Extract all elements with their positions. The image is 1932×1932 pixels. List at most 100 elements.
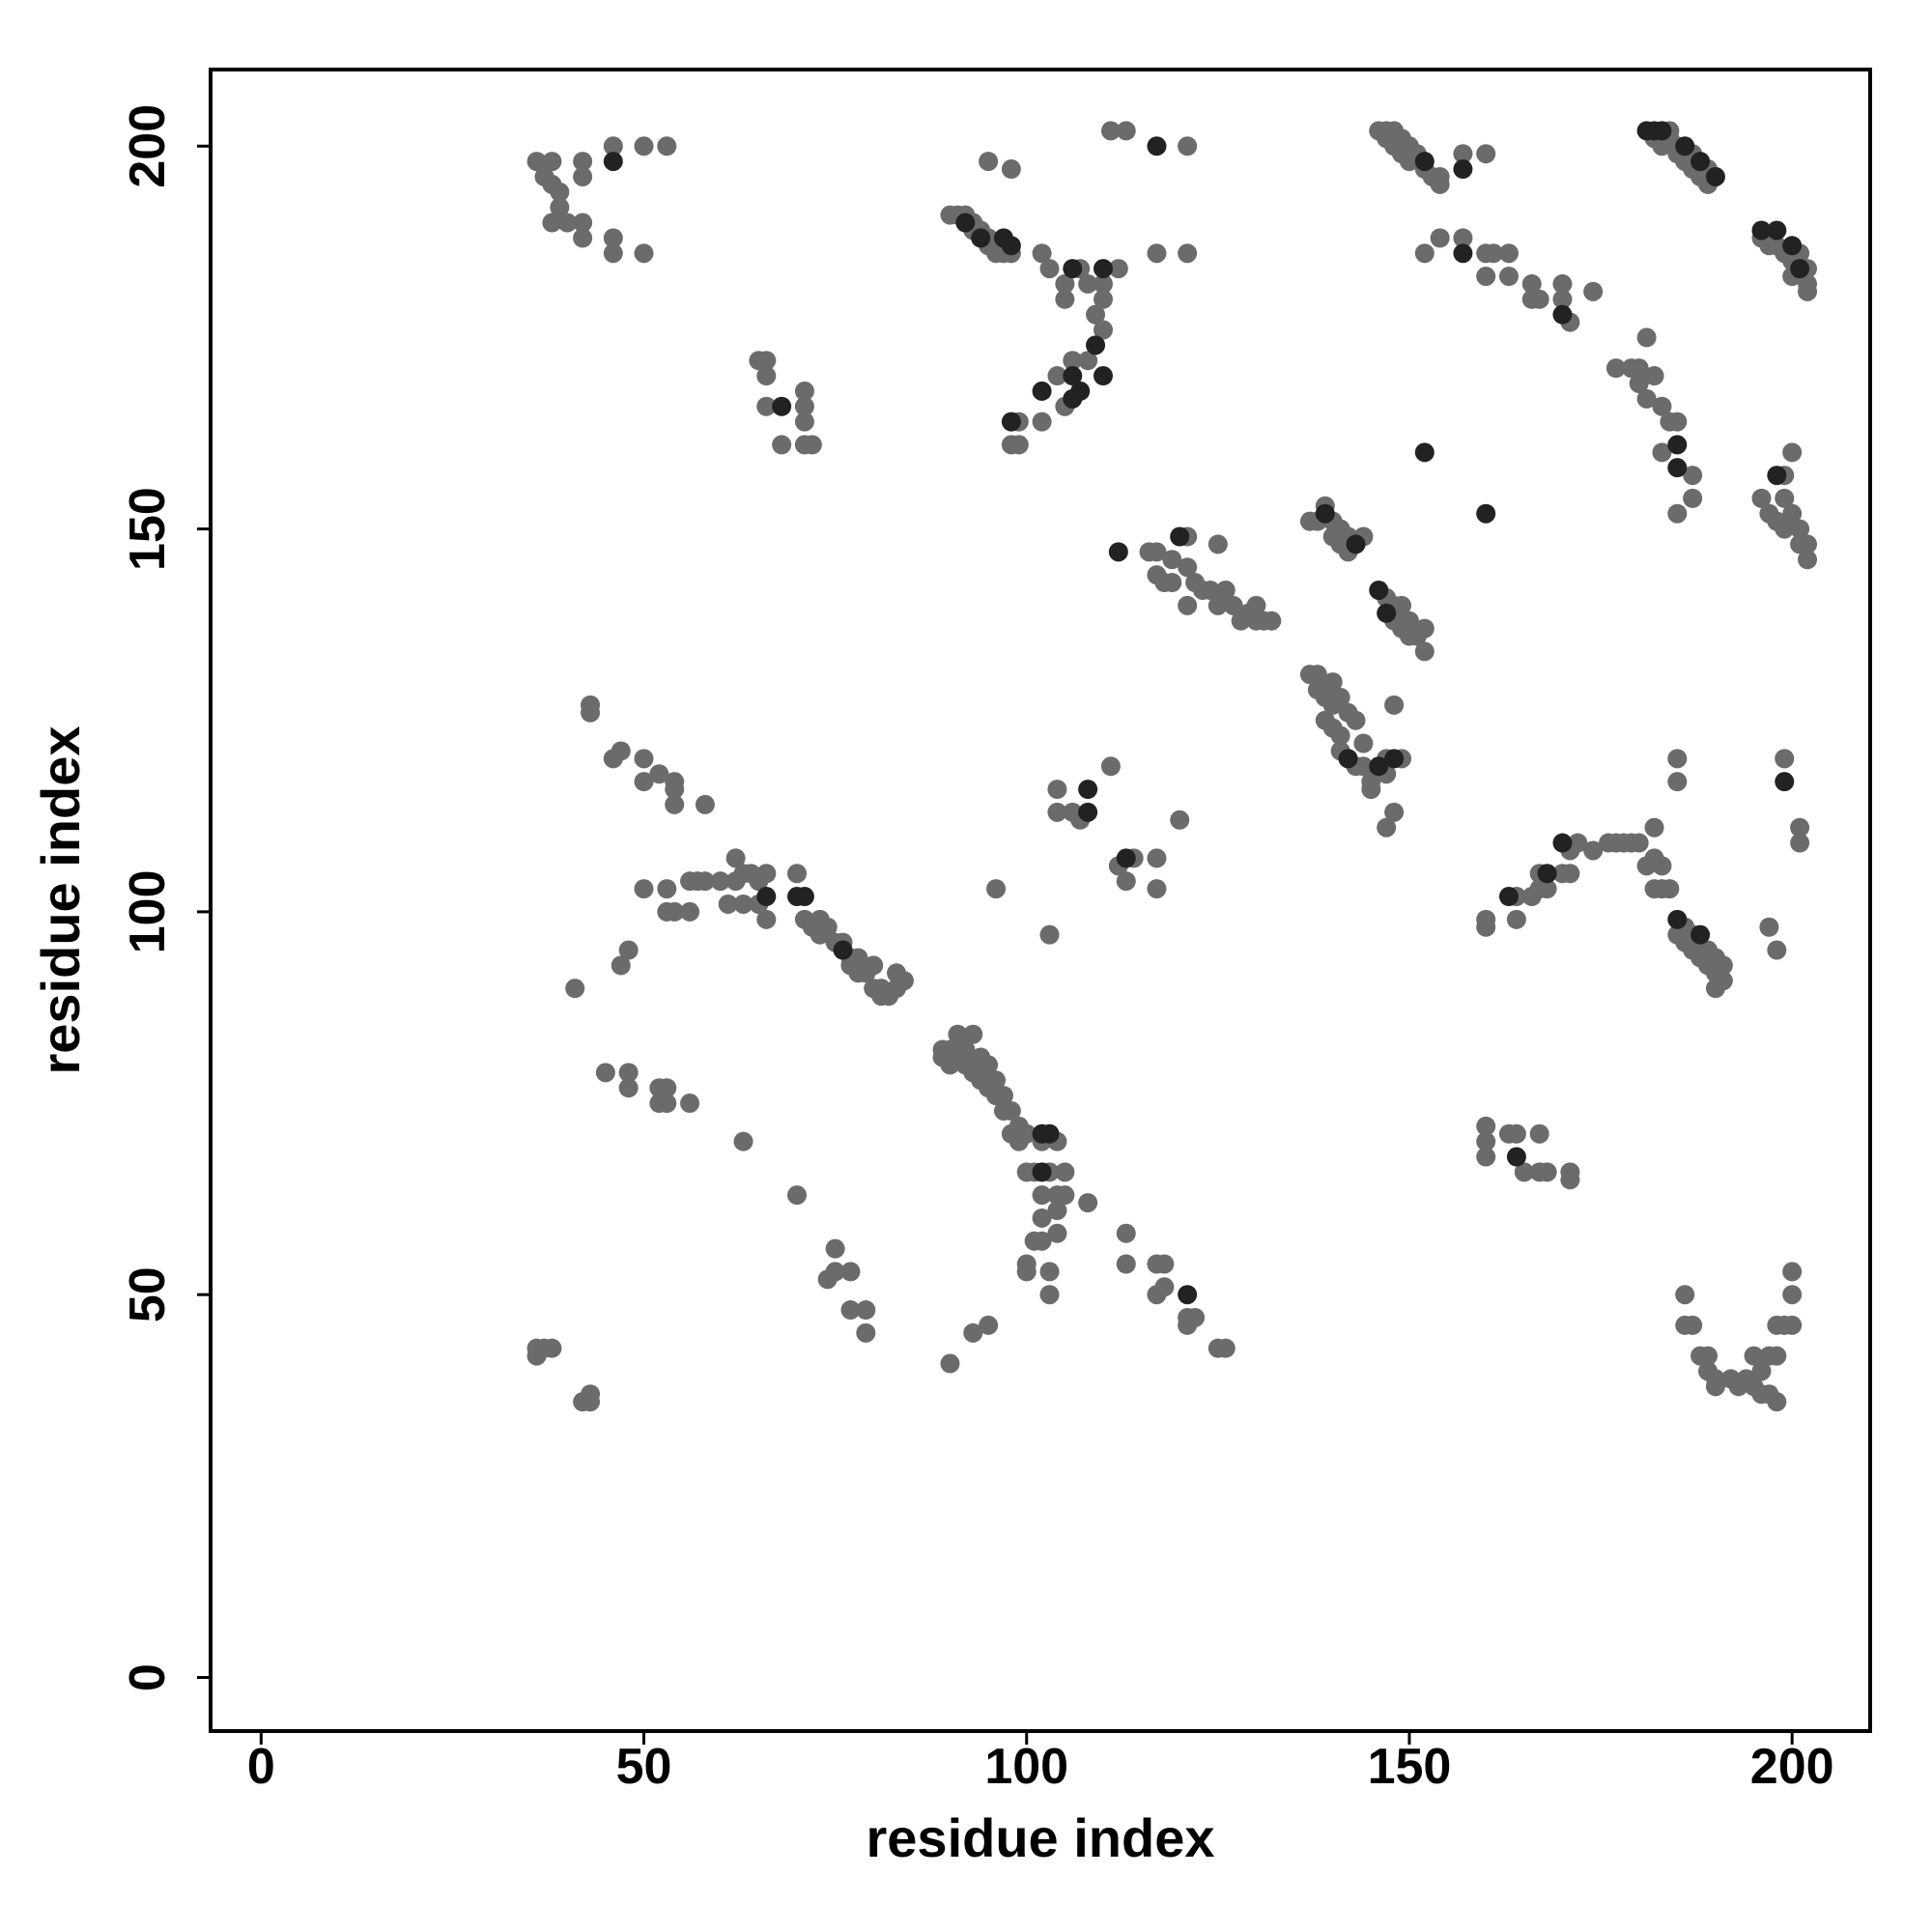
- point: [1154, 1277, 1175, 1297]
- point: [1346, 534, 1366, 554]
- point: [787, 864, 808, 884]
- point: [1683, 1315, 1703, 1335]
- y-tick-label: 50: [120, 1266, 176, 1322]
- point: [817, 1269, 838, 1290]
- point: [1720, 1369, 1741, 1389]
- point: [1178, 557, 1198, 578]
- point: [1032, 1208, 1052, 1228]
- point: [603, 152, 623, 172]
- point: [794, 396, 814, 416]
- point: [695, 871, 715, 892]
- point: [526, 152, 547, 172]
- point: [1552, 833, 1573, 853]
- point: [1047, 780, 1067, 800]
- point: [634, 136, 654, 156]
- point: [1055, 1162, 1075, 1182]
- point: [1116, 871, 1136, 892]
- point: [1001, 159, 1021, 180]
- point: [1001, 236, 1021, 256]
- point: [948, 1024, 968, 1044]
- point: [1170, 810, 1190, 830]
- point: [1652, 856, 1672, 876]
- point: [756, 366, 777, 386]
- point: [1307, 665, 1327, 685]
- point: [856, 1322, 876, 1343]
- point: [1782, 503, 1803, 524]
- point: [756, 864, 777, 884]
- point: [1790, 519, 1810, 539]
- point: [756, 909, 777, 929]
- point: [1751, 220, 1772, 241]
- point: [1100, 121, 1121, 141]
- point: [940, 1353, 960, 1374]
- point: [1116, 121, 1136, 141]
- point: [1476, 267, 1496, 287]
- point: [1798, 550, 1818, 570]
- point: [1093, 289, 1113, 309]
- point: [1093, 273, 1113, 294]
- point: [1767, 940, 1787, 960]
- point: [1039, 1262, 1060, 1282]
- point: [1667, 435, 1688, 455]
- point: [1086, 304, 1106, 325]
- point: [1208, 534, 1228, 554]
- point: [1498, 243, 1519, 264]
- point: [1667, 909, 1688, 929]
- point: [1116, 1254, 1136, 1274]
- x-tick-label: 150: [1368, 1739, 1452, 1795]
- point: [794, 887, 814, 907]
- point: [1246, 595, 1266, 615]
- point: [979, 1315, 999, 1335]
- point: [657, 136, 677, 156]
- point: [802, 435, 822, 455]
- point: [1001, 1100, 1021, 1121]
- point: [1667, 749, 1688, 769]
- point: [1767, 220, 1787, 241]
- point: [1414, 243, 1435, 264]
- point: [1078, 802, 1098, 822]
- point: [1223, 595, 1243, 615]
- point: [542, 1338, 562, 1358]
- point: [526, 1346, 547, 1366]
- point: [1560, 1170, 1580, 1190]
- point: [955, 213, 976, 233]
- point: [787, 1185, 808, 1206]
- point: [618, 940, 639, 960]
- point: [1521, 273, 1542, 294]
- point: [1767, 1392, 1787, 1412]
- point: [1476, 1116, 1496, 1136]
- point: [1775, 772, 1795, 792]
- point: [1032, 412, 1052, 432]
- point: [618, 1063, 639, 1083]
- point: [840, 1262, 861, 1282]
- y-tick-label: 150: [120, 487, 176, 571]
- x-axis-title: residue index: [866, 1807, 1214, 1868]
- point: [1414, 641, 1435, 662]
- point: [1453, 144, 1473, 164]
- y-tick-label: 200: [120, 104, 176, 188]
- point: [856, 1300, 876, 1321]
- point: [1154, 573, 1175, 593]
- point: [1798, 534, 1818, 554]
- point: [1790, 817, 1810, 838]
- point: [1032, 1162, 1052, 1182]
- point: [979, 1055, 999, 1075]
- point: [1537, 879, 1557, 899]
- point: [756, 887, 777, 907]
- point: [1208, 595, 1228, 615]
- point: [1498, 267, 1519, 287]
- point: [1055, 289, 1075, 309]
- point: [680, 1094, 700, 1114]
- point: [603, 136, 623, 156]
- point: [1162, 550, 1182, 570]
- point: [1759, 917, 1779, 937]
- point: [1775, 519, 1795, 539]
- point: [955, 1039, 976, 1060]
- point: [772, 396, 792, 416]
- point: [1330, 725, 1350, 746]
- point: [1384, 749, 1405, 769]
- point: [1430, 228, 1450, 248]
- point: [710, 871, 730, 892]
- x-tick-label: 200: [1750, 1739, 1834, 1795]
- point: [979, 152, 999, 172]
